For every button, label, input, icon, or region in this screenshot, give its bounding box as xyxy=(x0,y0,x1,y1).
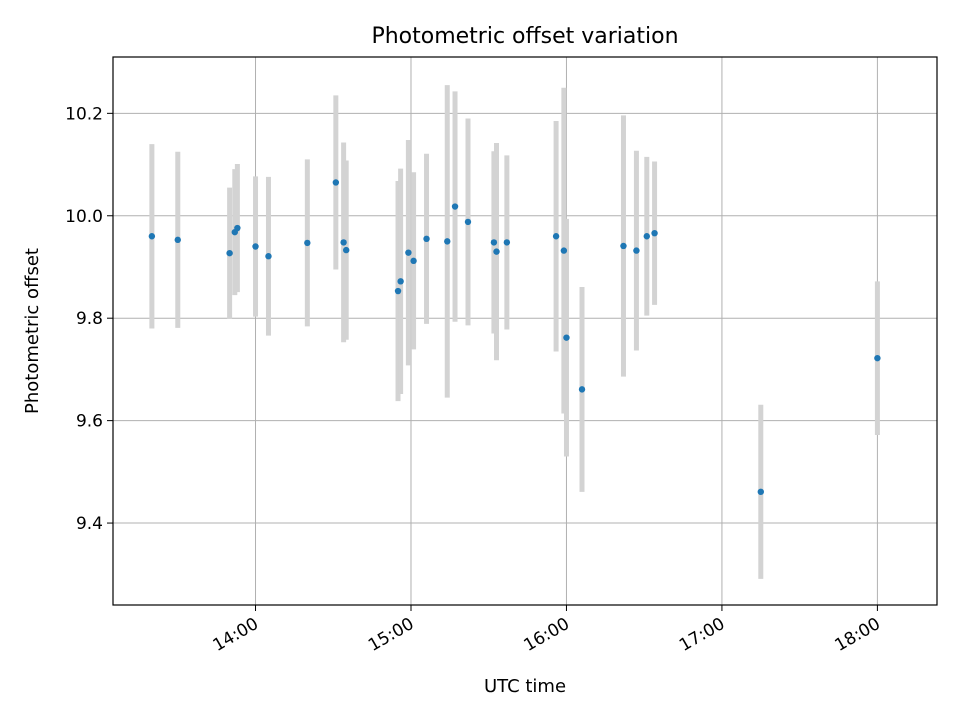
data-point xyxy=(304,239,311,247)
chart-title: Photometric offset variation xyxy=(371,24,678,49)
data-point xyxy=(444,238,451,245)
data-point xyxy=(552,233,560,240)
data-point xyxy=(148,233,156,240)
y-tick-label: 9.8 xyxy=(76,309,103,329)
data-point xyxy=(874,354,881,362)
data-point xyxy=(633,247,640,254)
data-point xyxy=(490,239,498,246)
y-tick-label: 9.6 xyxy=(76,412,103,432)
data-point xyxy=(405,249,412,256)
data-point xyxy=(340,239,347,246)
data-point xyxy=(423,235,430,243)
data-point xyxy=(410,257,417,265)
data-point xyxy=(343,246,350,254)
data-points xyxy=(148,179,881,496)
data-point xyxy=(464,218,472,226)
y-tick-label: 10.2 xyxy=(65,104,103,124)
y-axis-ticks: 9.4 9.6 9.8 10.0 10.2 xyxy=(65,104,113,534)
data-point xyxy=(174,236,181,244)
plot-frame xyxy=(112,56,938,606)
data-point xyxy=(265,253,272,260)
data-point xyxy=(493,248,500,255)
y-tick-label: 9.4 xyxy=(76,514,103,534)
data-point xyxy=(397,278,404,285)
data-point xyxy=(252,243,259,250)
data-point xyxy=(560,247,568,254)
data-point xyxy=(332,179,340,186)
data-point xyxy=(451,203,459,210)
x-axis-label: UTC time xyxy=(484,676,566,697)
data-point xyxy=(651,229,658,237)
data-point xyxy=(503,239,511,246)
data-point xyxy=(226,249,233,257)
data-point xyxy=(563,334,570,341)
y-tick-label: 10.0 xyxy=(65,207,103,227)
data-point xyxy=(620,242,627,250)
data-point xyxy=(394,287,402,295)
data-point xyxy=(578,386,586,393)
y-axis-label: Photometric offset xyxy=(22,248,43,414)
data-point xyxy=(234,224,241,232)
data-point xyxy=(643,233,650,240)
data-point xyxy=(757,488,764,496)
